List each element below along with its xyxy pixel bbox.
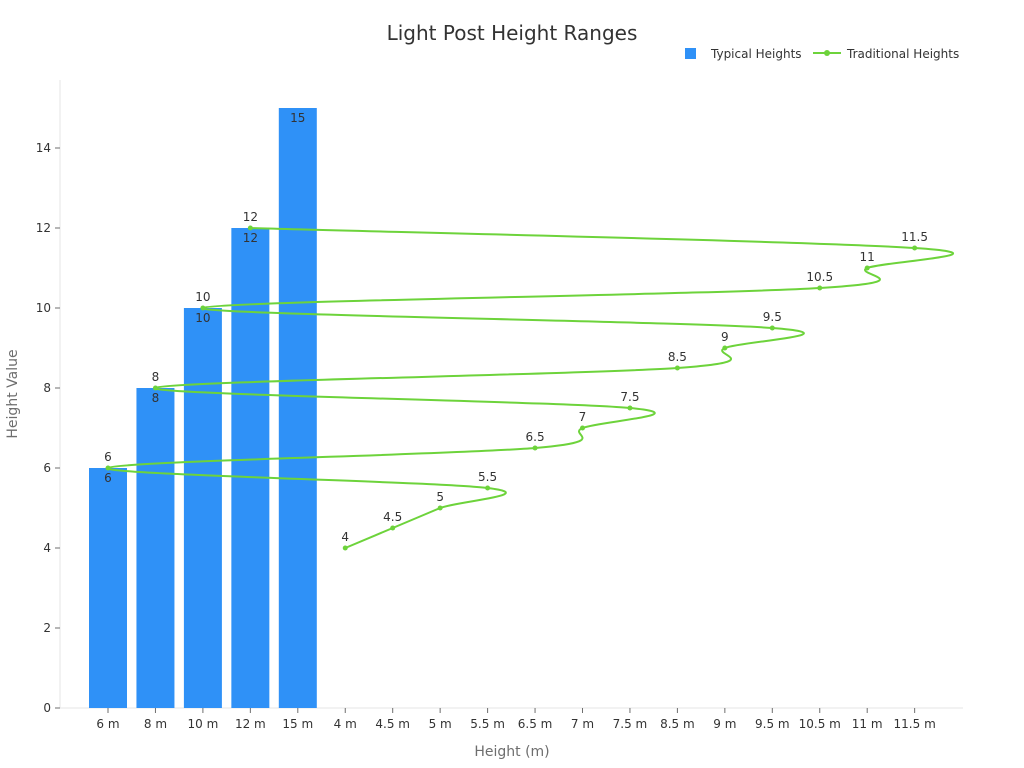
bar-value-label: 8 [152,391,160,405]
line-point [912,245,918,251]
line-point [674,365,680,371]
y-tick-label: 14 [36,141,51,155]
line-value-label: 12 [243,210,258,224]
x-tick-label: 5 m [429,717,452,731]
x-tick-label: 6.5 m [518,717,553,731]
x-tick-label: 7 m [571,717,594,731]
x-tick-label: 7.5 m [613,717,648,731]
line-point [342,545,348,551]
x-tick-label: 5.5 m [470,717,505,731]
x-tick-label: 10.5 m [799,717,841,731]
x-tick-label: 6 m [96,717,119,731]
traditional-heights-line [106,227,954,549]
x-tick-label: 11 m [852,717,883,731]
line-series: 4 4.5 5 5.5 6 6.5 7 7.5 8 8.5 9 9.5 10 10.5 11 11.5 12 [104,210,954,551]
line-value-label: 7.5 [620,390,639,404]
line-value-label: 8.5 [668,350,687,364]
bar [183,308,222,708]
x-tick-label: 9 m [713,717,736,731]
x-tick-label: 4.5 m [375,717,410,731]
line-point [105,465,111,471]
legend-label-typical-heights: Typical Heights [710,47,802,61]
y-tick-label: 2 [43,621,51,635]
line-point [864,265,870,271]
axes: 0 2 4 6 8 10 12 14 6 m 8 m 10 m 12 m 15 m 4 m 4.5 m 5 m… [36,80,963,731]
legend-marker-traditional-heights [824,50,830,56]
line-value-label: 5 [436,490,444,504]
legend-item-typical-heights[interactable]: Typical Heights [685,47,802,61]
line-value-label: 4 [341,530,349,544]
bar [89,468,127,708]
legend-label-traditional-heights: Traditional Heights [846,47,959,61]
line-point [532,445,538,451]
line-point [769,325,775,331]
line-value-label: 11.5 [901,230,928,244]
y-axis-label: Height Value [5,349,21,438]
chart-title: Light Post Height Ranges [387,21,638,45]
line-value-label: 9 [721,330,729,344]
line-point [580,425,585,431]
line-value-label: 11 [860,250,875,264]
line-value-label: 8 [152,370,160,384]
y-tick-label: 4 [43,541,51,555]
line-value-label: 10 [195,290,210,304]
x-tick-label: 11.5 m [894,717,936,731]
line-value-label: 9.5 [763,310,782,324]
bar-value-label: 10 [195,311,210,325]
line-value-label: 6 [104,450,112,464]
line-point [627,405,633,411]
legend-swatch-typical-heights [685,48,696,59]
y-tick-label: 12 [36,221,51,235]
legend-item-traditional-heights[interactable]: Traditional Heights [813,47,959,61]
line-point [817,285,823,291]
line-value-label: 4.5 [383,510,402,524]
line-point [390,525,396,531]
line-point [200,305,206,311]
line-value-label: 6.5 [526,430,545,444]
y-tick-label: 0 [43,701,51,715]
x-axis-label: Height (m) [474,744,549,760]
line-value-label: 5.5 [478,470,497,484]
x-tick-label: 8.5 m [660,717,695,731]
line-value-label: 7 [579,410,587,424]
legend[interactable]: Typical Heights Traditional Heights [685,47,959,61]
bar-value-label: 6 [104,471,112,485]
x-tick-label: 15 m [282,717,313,731]
line-value-label: 10.5 [806,270,833,284]
line-point [485,485,491,491]
line-point [247,225,253,231]
line-point [152,385,158,391]
bar-series: 6 8 10 12 15 [89,108,317,708]
bar [136,388,175,708]
x-tick-label: 10 m [188,717,219,731]
bar-value-label: 12 [243,231,258,245]
bar [231,228,270,708]
x-tick-label: 8 m [144,717,167,731]
y-tick-label: 8 [43,381,51,395]
bar-value-label: 15 [290,111,305,125]
x-tick-label: 4 m [334,717,357,731]
y-tick-label: 10 [36,301,51,315]
x-tick-label: 12 m [235,717,266,731]
line-point [722,345,728,351]
y-tick-label: 6 [43,461,51,475]
bar [278,108,317,708]
x-tick-label: 9.5 m [755,717,790,731]
line-point [437,505,443,511]
